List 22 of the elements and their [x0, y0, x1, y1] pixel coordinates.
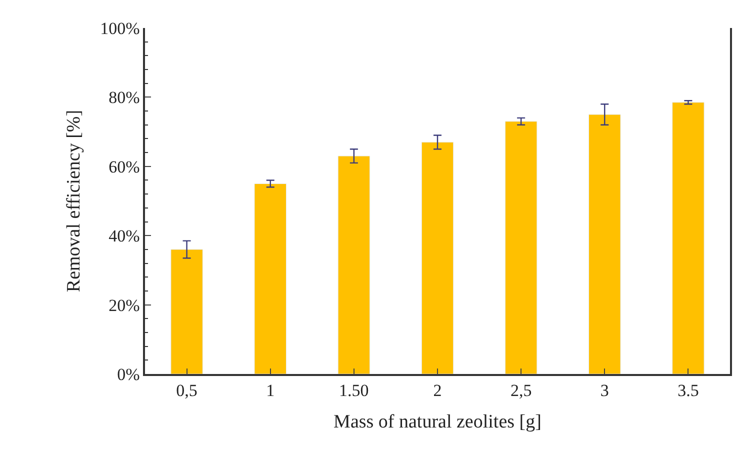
y-tick-label: 60%	[108, 157, 140, 176]
bar	[338, 156, 370, 374]
x-tick-label: 1	[266, 381, 275, 400]
x-tick-label: 3.5	[678, 381, 699, 400]
x-axis-title: Mass of natural zeolites [g]	[334, 411, 542, 432]
y-tick-label: 0%	[117, 364, 140, 384]
bar	[588, 114, 621, 374]
x-tick-label: 1.50	[339, 381, 369, 400]
x-tick-label: 0,5	[176, 381, 198, 400]
bar	[170, 249, 203, 374]
x-tick-label: 2,5	[510, 381, 532, 400]
y-axis-title: Removal efficiency [%]	[64, 110, 85, 292]
bar	[254, 183, 286, 374]
y-tick-label: 80%	[108, 88, 140, 108]
bar	[672, 102, 704, 374]
y-tick-label: 40%	[108, 226, 140, 246]
bar	[504, 121, 538, 374]
x-tick-label: 2	[433, 381, 442, 400]
y-tick-label: 100%	[100, 18, 140, 38]
bar	[421, 142, 454, 374]
x-tick-label: 3	[600, 381, 609, 400]
y-tick-label: 20%	[108, 296, 140, 315]
